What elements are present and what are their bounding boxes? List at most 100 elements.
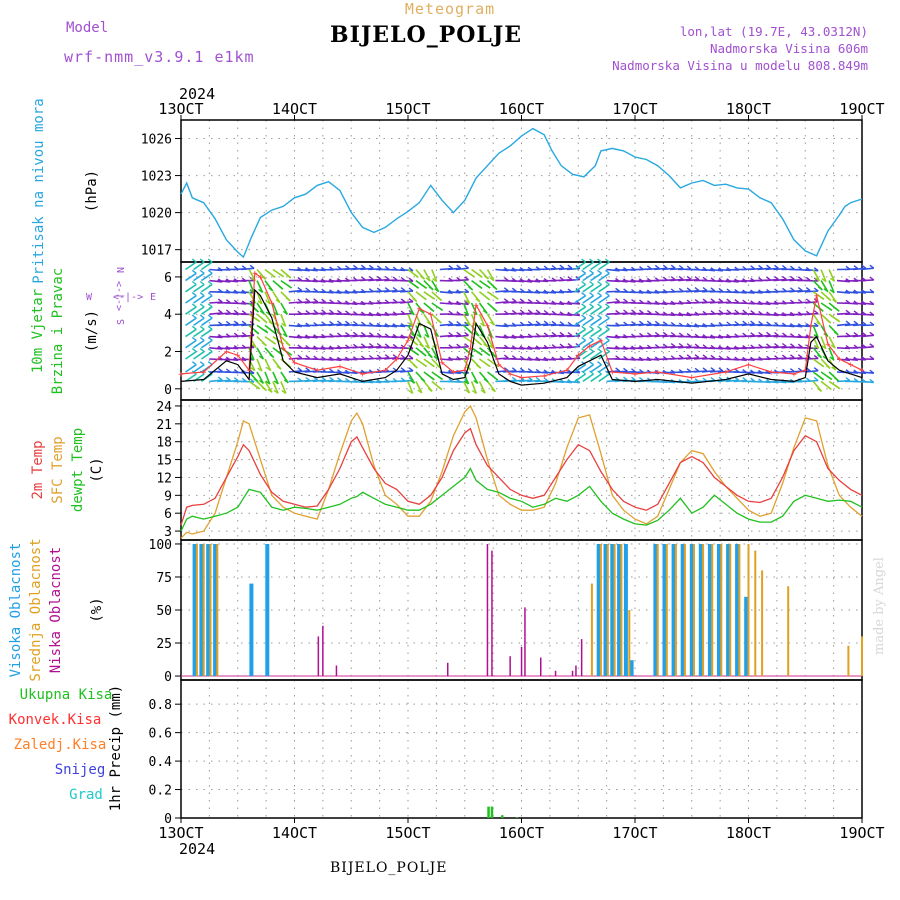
dewpt-temp-line <box>180 467 863 532</box>
wind-barb <box>486 313 496 326</box>
wind-barb-head <box>869 311 875 316</box>
wind-barb-head <box>631 376 636 381</box>
wind-barb-head <box>527 368 533 373</box>
wind-barb-head <box>282 333 288 338</box>
wind-barb <box>400 312 414 315</box>
mid-cloud-bar <box>202 544 205 677</box>
wind-barb <box>200 317 213 327</box>
wind-barb-head <box>429 307 435 312</box>
gust-marker: + <box>292 359 298 369</box>
gust-marker: + <box>723 368 729 378</box>
lonlat-label: lon,lat (19.7E, 43.0312N) <box>679 24 868 39</box>
wind-barb-head <box>410 379 415 384</box>
wind-barb-head <box>464 300 470 305</box>
gust-marker: + <box>468 344 474 354</box>
high-cloud-bar <box>617 544 622 677</box>
wind-barb-head <box>271 340 277 345</box>
wind-barb-head <box>392 354 398 359</box>
wind-barb-head <box>567 343 573 348</box>
wind-barb <box>820 269 827 282</box>
wind-barb-head <box>313 309 319 314</box>
wind-barb-head <box>766 343 771 348</box>
mid-cloud-bar <box>620 544 623 677</box>
wind-barb <box>384 289 398 293</box>
y-tick-label: 0.8 <box>149 698 172 713</box>
wind-barb-head <box>422 362 428 368</box>
compass-we-arrow: <-|-> <box>113 292 143 303</box>
y-tick-label: 1020 <box>141 207 172 222</box>
low-cloud-bar <box>540 657 542 676</box>
wind-barb-head <box>408 267 414 272</box>
wind-barb-head <box>551 264 557 270</box>
wind-barb-head <box>581 370 587 375</box>
wind-barb <box>217 347 231 350</box>
wind-barb-head <box>832 298 838 303</box>
wind-barb-head <box>266 367 272 372</box>
gust-marker: + <box>837 355 843 365</box>
wind-barb-head <box>456 321 462 326</box>
mid-cloud-bar <box>599 544 602 677</box>
wind-barb-head <box>225 299 231 304</box>
wind-barb-head <box>670 276 676 281</box>
wind-barb-head <box>241 310 247 315</box>
wind-barb-head <box>191 292 197 297</box>
wind-barb-head <box>835 318 841 323</box>
wind-barb <box>622 347 636 350</box>
wind-barb <box>805 312 819 315</box>
wind-barb-head <box>869 276 875 281</box>
wind-barb-head <box>285 297 291 302</box>
wind-barb-head <box>337 309 342 314</box>
wind-barb <box>527 279 541 283</box>
wind-barb-head <box>376 332 382 337</box>
2m-temp-line <box>180 427 863 526</box>
wind-barb <box>590 364 602 373</box>
wind-barb-head <box>360 343 366 348</box>
wind-barb <box>860 346 874 349</box>
wind-barb <box>455 334 469 338</box>
wind-barb-head <box>268 287 274 292</box>
wind-barb <box>662 267 676 271</box>
wind-barb-head <box>813 287 819 292</box>
wind-barb <box>789 356 803 360</box>
model-label: Model <box>66 20 109 36</box>
wind-barb-head <box>329 320 335 325</box>
wind-barb-head <box>604 325 610 330</box>
wind-barb <box>805 369 819 373</box>
wind-barb-head <box>829 277 835 282</box>
wind-barb-head <box>678 332 684 337</box>
wind-barb <box>598 317 610 327</box>
wind-barb-head <box>268 320 274 326</box>
wind-barb-head <box>853 265 859 270</box>
wind-barb <box>288 289 302 293</box>
wind-barb-head <box>448 265 454 270</box>
wind-barb <box>431 269 438 282</box>
wind-barb <box>185 317 197 327</box>
wind-barb-head <box>422 284 427 289</box>
wind-barb <box>582 373 594 383</box>
wind-barb-head <box>734 309 740 314</box>
wind-barb <box>400 268 414 272</box>
wind-barb <box>486 336 494 349</box>
year-label-top: 2024 <box>179 85 215 103</box>
wind-barb-head <box>750 320 756 325</box>
wind-barb-head <box>589 292 594 297</box>
wind-barb-head <box>281 322 287 327</box>
gust-marker: + <box>655 368 661 378</box>
wind-barb <box>400 370 414 373</box>
wind-barb <box>519 312 533 315</box>
wind-barb-head <box>207 303 213 308</box>
wind-barb <box>312 347 326 350</box>
wind-barb-head <box>678 342 684 348</box>
wind-barb-head <box>597 370 602 375</box>
wind-barb-head <box>408 355 414 360</box>
wind-barb-head <box>646 310 652 315</box>
wind-barb <box>233 291 247 294</box>
wind-barb-head <box>829 356 835 361</box>
wind-barb-head <box>376 342 382 348</box>
wind-barb-head <box>414 351 420 356</box>
wind-barb <box>478 313 486 327</box>
wind-barb-head <box>861 320 867 326</box>
wind-barb-head <box>527 298 533 303</box>
wind-barb <box>256 280 264 293</box>
